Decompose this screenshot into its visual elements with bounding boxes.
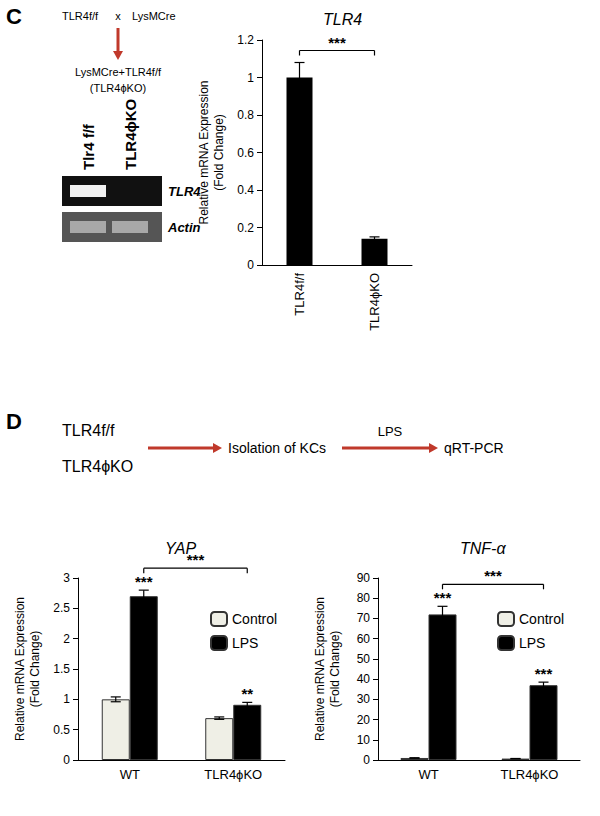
svg-text:***: ***	[187, 551, 205, 568]
svg-text:20: 20	[357, 713, 371, 727]
svg-text:Tlr4 f/f: Tlr4 f/f	[80, 123, 97, 170]
svg-text:10: 10	[357, 733, 371, 747]
svg-text:2.5: 2.5	[53, 601, 70, 615]
svg-text:2: 2	[63, 632, 70, 646]
svg-text:LysMCre: LysMCre	[132, 10, 176, 22]
svg-text:***: ***	[328, 34, 346, 51]
svg-text:0: 0	[247, 258, 254, 272]
svg-text:TLR4: TLR4	[323, 11, 362, 28]
svg-text:Relative mRNA Expression: Relative mRNA Expression	[313, 597, 327, 741]
svg-text:(Fold Change): (Fold Change)	[28, 631, 42, 708]
svg-text:0.6: 0.6	[237, 146, 254, 160]
svg-text:0: 0	[363, 753, 370, 767]
svg-text:**: **	[241, 685, 253, 702]
svg-text:***: ***	[434, 589, 452, 606]
svg-text:0.2: 0.2	[237, 221, 254, 235]
svg-text:WT: WT	[418, 767, 438, 782]
svg-text:***: ***	[135, 573, 153, 590]
svg-text:TLR4: TLR4	[168, 184, 201, 199]
svg-text:D: D	[6, 409, 22, 434]
svg-text:(Fold Change): (Fold Change)	[212, 114, 226, 191]
svg-text:LPS: LPS	[519, 635, 545, 651]
svg-text:Relative mRNA Expression: Relative mRNA Expression	[13, 597, 27, 741]
svg-text:0.8: 0.8	[237, 108, 254, 122]
svg-text:30: 30	[357, 692, 371, 706]
svg-text:3: 3	[63, 571, 70, 585]
svg-text:Control: Control	[232, 611, 277, 627]
svg-text:TLR4f/f: TLR4f/f	[62, 422, 115, 439]
svg-text:TLR4ϕKO: TLR4ϕKO	[367, 273, 382, 331]
svg-text:1: 1	[247, 71, 254, 85]
svg-text:TLR4f/f: TLR4f/f	[62, 10, 99, 22]
svg-text:0: 0	[63, 753, 70, 767]
svg-text:0.4: 0.4	[237, 183, 254, 197]
svg-text:TLR4ϕKO: TLR4ϕKO	[62, 458, 133, 475]
svg-text:50: 50	[357, 652, 371, 666]
svg-text:TLR4ϕKO: TLR4ϕKO	[501, 767, 559, 782]
svg-text:90: 90	[357, 571, 371, 585]
svg-text:qRT-PCR: qRT-PCR	[444, 440, 504, 456]
svg-text:C: C	[6, 4, 22, 29]
svg-text:(Fold Change): (Fold Change)	[328, 631, 342, 708]
svg-text:LPS: LPS	[232, 635, 258, 651]
svg-text:LysMCre+TLR4f/f: LysMCre+TLR4f/f	[75, 66, 162, 78]
svg-text:60: 60	[357, 632, 371, 646]
svg-text:Actin: Actin	[167, 220, 201, 235]
svg-text:Isolation of KCs: Isolation of KCs	[228, 440, 326, 456]
svg-text:1.5: 1.5	[53, 662, 70, 676]
svg-text:Control: Control	[519, 611, 564, 627]
svg-text:80: 80	[357, 591, 371, 605]
svg-text:***: ***	[484, 567, 502, 584]
svg-text:***: ***	[535, 665, 553, 682]
svg-text:Relative mRNA Expression: Relative mRNA Expression	[197, 80, 211, 224]
svg-text:1: 1	[63, 692, 70, 706]
svg-text:LPS: LPS	[378, 424, 403, 439]
svg-text:x: x	[115, 10, 121, 22]
svg-text:TLR4ϕKO: TLR4ϕKO	[122, 98, 139, 170]
svg-text:40: 40	[357, 672, 371, 686]
svg-text:70: 70	[357, 611, 371, 625]
svg-text:0.5: 0.5	[53, 723, 70, 737]
svg-text:TLR4f/f: TLR4f/f	[292, 273, 307, 316]
svg-text:YAP: YAP	[165, 539, 197, 557]
svg-text:(TLR4ϕKO): (TLR4ϕKO)	[90, 82, 146, 94]
svg-text:TNF-α: TNF-α	[460, 540, 506, 557]
svg-text:TLR4ϕKO: TLR4ϕKO	[204, 767, 262, 782]
svg-text:1.2: 1.2	[237, 33, 254, 47]
svg-text:WT: WT	[120, 767, 140, 782]
